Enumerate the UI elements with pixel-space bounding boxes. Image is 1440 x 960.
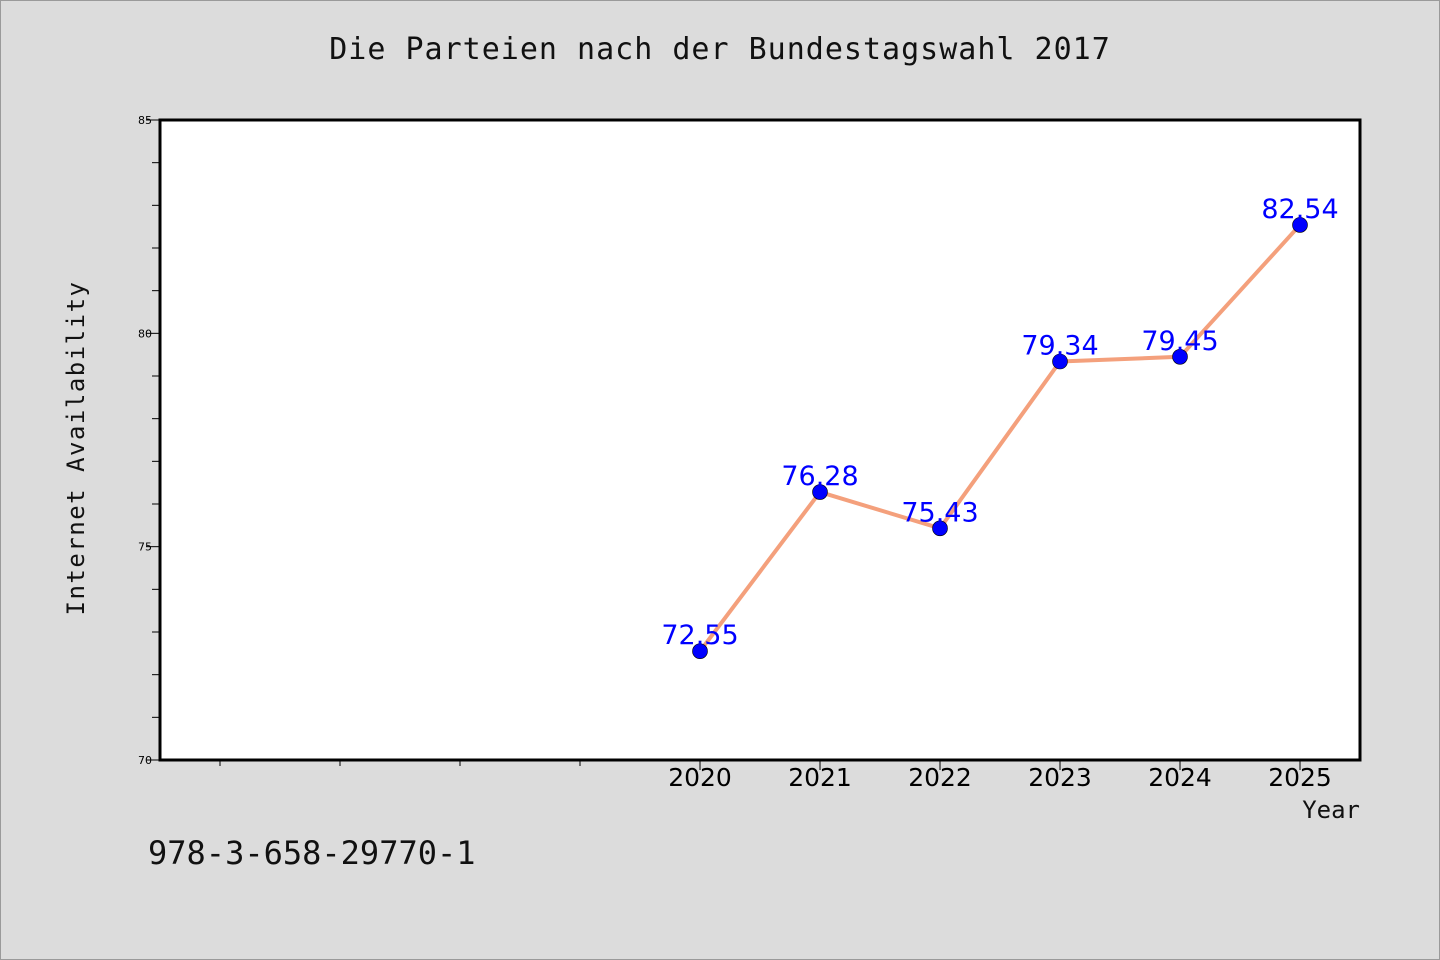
x-tick-label: 2023 bbox=[1028, 763, 1092, 792]
data-label: 79.45 bbox=[1141, 326, 1218, 357]
y-tick-label: 75 bbox=[138, 541, 152, 554]
x-tick-label: 2024 bbox=[1148, 763, 1212, 792]
plot-frame bbox=[158, 118, 1362, 762]
y-tick-label: 85 bbox=[138, 114, 152, 127]
data-point bbox=[932, 520, 948, 537]
data-label: 72.55 bbox=[661, 620, 738, 651]
data-point bbox=[812, 484, 828, 500]
x-tick-label: 2025 bbox=[1268, 763, 1332, 792]
data-label: 79.34 bbox=[1021, 330, 1098, 361]
plot-area bbox=[160, 120, 1360, 760]
chart-title: Die Parteien nach der Bundestagswahl 201… bbox=[329, 32, 1111, 67]
data-point bbox=[692, 643, 708, 660]
x-tick-label: 2020 bbox=[668, 763, 732, 792]
data-point bbox=[1292, 217, 1308, 233]
data-label: 75.43 bbox=[901, 497, 978, 528]
x-tick-label: 2022 bbox=[908, 763, 972, 792]
y-tick-label: 70 bbox=[138, 754, 152, 767]
data-point bbox=[1052, 353, 1068, 370]
y-tick-label: 80 bbox=[138, 327, 152, 340]
data-label: 82.54 bbox=[1261, 194, 1338, 225]
footnote-isbn: 978-3-658-29770-1 bbox=[148, 834, 476, 872]
x-tick-label: 2021 bbox=[788, 763, 852, 792]
series-line bbox=[698, 223, 1302, 653]
x-axis-label: Year bbox=[1302, 796, 1360, 824]
data-point bbox=[1172, 348, 1188, 365]
data-label: 76.28 bbox=[781, 461, 858, 492]
